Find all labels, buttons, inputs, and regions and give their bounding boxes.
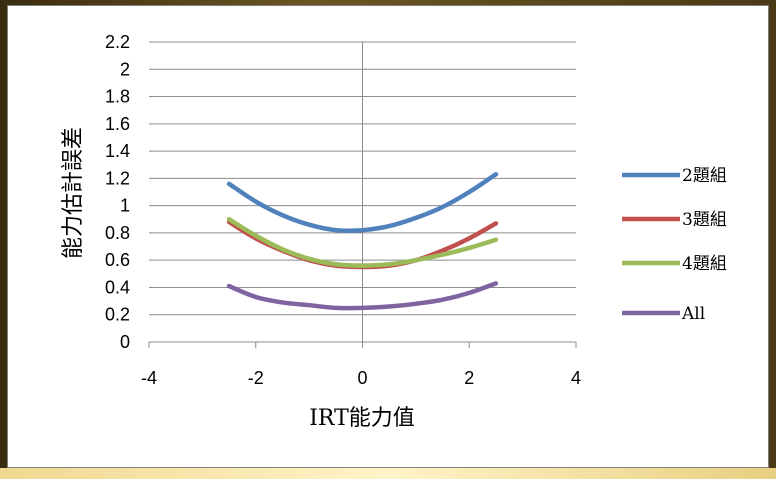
y-tick-label: 1.2 xyxy=(105,168,130,188)
y-tick-label: 1.8 xyxy=(105,87,130,107)
series-line-all xyxy=(226,281,499,311)
legend: 2題組 3題組 4題組 All xyxy=(622,166,727,324)
x-tick-label: 4 xyxy=(571,368,581,388)
y-tick-labels: 0 0.2 0.4 0.6 0.8 1 1.2 1.4 1.6 1.8 2 2.2 xyxy=(105,32,130,352)
y-tick-label: 0.4 xyxy=(105,277,130,297)
y-tick-label: 2 xyxy=(120,59,130,79)
x-tick-label: -2 xyxy=(248,368,264,388)
y-tick-label: 1 xyxy=(120,196,130,216)
series-lines xyxy=(226,172,499,311)
x-tick-label: 2 xyxy=(464,368,474,388)
chart-panel xyxy=(7,5,769,468)
y-tick-label: 0.2 xyxy=(105,305,130,325)
legend-label-all: All xyxy=(681,304,705,324)
legend-label-2-group: 2題組 xyxy=(682,166,727,186)
y-tick-label: 0.8 xyxy=(105,223,130,243)
series-line-4-group xyxy=(226,217,499,268)
x-axis-title: IRT能力值 xyxy=(309,406,415,431)
y-tick-label: 1.6 xyxy=(105,114,130,134)
legend-label-3-group: 3題組 xyxy=(682,210,727,230)
series-line-2-group xyxy=(226,172,499,234)
y-tick-label: 2.2 xyxy=(105,32,130,52)
y-tick-label: 1.4 xyxy=(105,141,130,161)
legend-label-4-group: 4題組 xyxy=(682,254,727,274)
x-tick-label: -4 xyxy=(141,368,157,388)
y-axis-title: 能力估計誤差 xyxy=(61,127,86,259)
y-tick-label: 0 xyxy=(120,332,130,352)
bottom-strip xyxy=(0,468,776,479)
axes xyxy=(148,42,577,348)
x-tick-labels: -4 -2 0 2 4 xyxy=(141,368,581,388)
y-tick-label: 0.6 xyxy=(105,250,130,270)
x-tick-label: 0 xyxy=(357,368,367,388)
